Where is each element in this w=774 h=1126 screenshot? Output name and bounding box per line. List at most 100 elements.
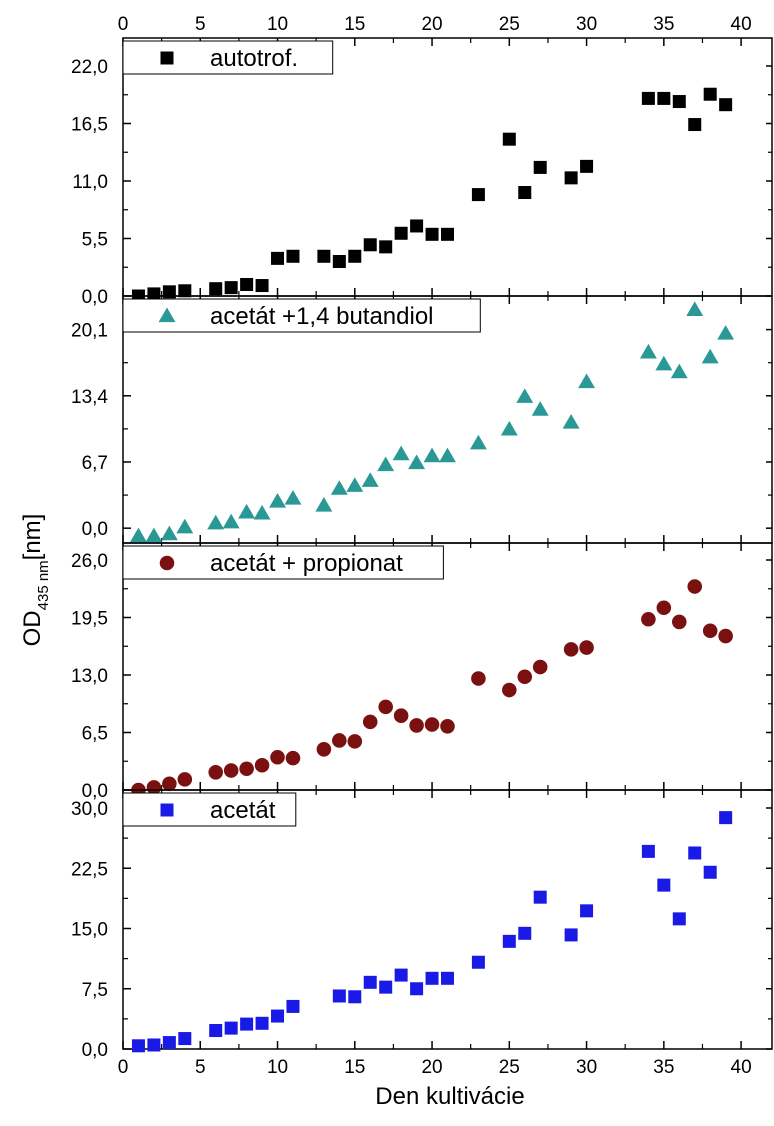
y-tick-label: 6,7: [82, 453, 108, 474]
legend-marker: [159, 555, 175, 571]
data-point: [672, 614, 687, 630]
data-point: [657, 91, 671, 105]
legend-label: autotrof.: [210, 45, 298, 72]
data-point: [209, 282, 223, 296]
data-point: [517, 669, 533, 685]
y-tick-label: 0,0: [82, 781, 108, 802]
data-point: [162, 285, 176, 299]
data-point: [147, 1038, 161, 1052]
data-point: [686, 301, 704, 316]
data-point: [719, 98, 733, 112]
y-tick-label: 0,0: [82, 519, 108, 540]
x-axis-label: Den kultivácie: [375, 1083, 524, 1110]
y-tick-label: 7,5: [82, 980, 108, 1001]
data-point: [223, 763, 239, 778]
data-point: [270, 749, 285, 765]
panel-frame: [122, 37, 773, 297]
y-tick-label: 22,5: [71, 859, 108, 880]
x-tick-label: 5: [195, 1057, 206, 1078]
data-point: [238, 503, 256, 519]
data-point: [518, 926, 532, 940]
data-point: [500, 420, 518, 436]
data-point: [655, 355, 673, 371]
data-point: [378, 699, 393, 715]
data-point: [471, 955, 485, 969]
data-point: [502, 934, 516, 948]
data-point: [533, 160, 547, 174]
data-point: [240, 1017, 254, 1031]
legend: acetát + propionat: [122, 545, 444, 580]
data-point: [408, 454, 426, 470]
data-point: [564, 171, 578, 185]
y-tick-label: 13,4: [71, 387, 108, 408]
y-tick-label: 0,0: [82, 287, 108, 308]
data-point: [531, 401, 549, 416]
data-point: [209, 1024, 223, 1038]
data-point: [688, 118, 702, 132]
data-point: [332, 733, 347, 748]
data-point: [147, 287, 161, 301]
data-point: [146, 780, 162, 795]
data-point: [409, 718, 424, 733]
data-point: [441, 227, 454, 241]
legend-frame: [122, 792, 297, 827]
data-point: [425, 971, 439, 985]
data-point: [271, 1009, 285, 1023]
data-point: [441, 971, 454, 985]
data-point: [316, 742, 332, 757]
data-point: [346, 477, 364, 492]
data-point: [330, 480, 348, 495]
x-tick-label-top: 25: [499, 14, 520, 35]
legend-label: acetát +1,4 butandiol: [210, 303, 434, 330]
y-tick-label: 5,5: [82, 230, 108, 251]
legend-frame: [122, 40, 334, 75]
legend-marker: [158, 307, 176, 323]
data-point: [580, 159, 594, 173]
chart-panel: 0,0 7,5 15,0 22,5 30,0 acetát: [71, 789, 773, 1061]
data-point: [639, 343, 657, 359]
data-point: [672, 95, 686, 109]
y-tick-label: 26,0: [71, 551, 108, 572]
data-point: [224, 281, 238, 295]
y-axis-label: OD435 nm[nm]: [19, 514, 52, 647]
data-point: [130, 527, 147, 543]
legend: acetát +1,4 butandiol: [122, 298, 481, 333]
data-point: [502, 132, 516, 146]
data-point: [347, 734, 363, 749]
data-point: [255, 1016, 269, 1030]
y-tick-label: 30,0: [71, 799, 108, 820]
data-point: [687, 579, 703, 594]
x-tick-label-top: 35: [653, 14, 674, 35]
x-tick-label-top: 30: [576, 14, 597, 35]
data-point: [362, 714, 378, 730]
x-tick-label: 35: [653, 1057, 674, 1078]
data-point: [131, 1039, 145, 1053]
data-point: [410, 219, 424, 233]
data-point: [176, 518, 194, 534]
data-point: [363, 975, 377, 989]
x-tick-label-top: 20: [421, 14, 442, 35]
data-point: [701, 348, 719, 364]
data-point: [563, 642, 579, 657]
data-point: [253, 504, 271, 520]
data-point: [579, 640, 594, 655]
data-point: [271, 251, 285, 265]
x-tick-label: 40: [731, 1057, 752, 1078]
x-tick-label: 15: [344, 1057, 365, 1078]
data-point: [286, 249, 300, 263]
data-point: [177, 772, 193, 787]
x-tick-label-top: 40: [731, 14, 752, 35]
data-point: [717, 325, 735, 340]
data-point: [332, 989, 346, 1003]
data-point: [379, 980, 393, 994]
data-point: [532, 659, 548, 675]
data-point: [145, 527, 163, 543]
data-point: [672, 912, 686, 926]
y-tick-label: 19,5: [71, 609, 108, 630]
y-tick-label: 11,0: [72, 172, 108, 193]
panel-frame: [122, 542, 773, 791]
data-point: [502, 682, 517, 698]
data-point: [641, 844, 655, 858]
data-point: [379, 240, 393, 254]
data-point: [656, 600, 672, 616]
